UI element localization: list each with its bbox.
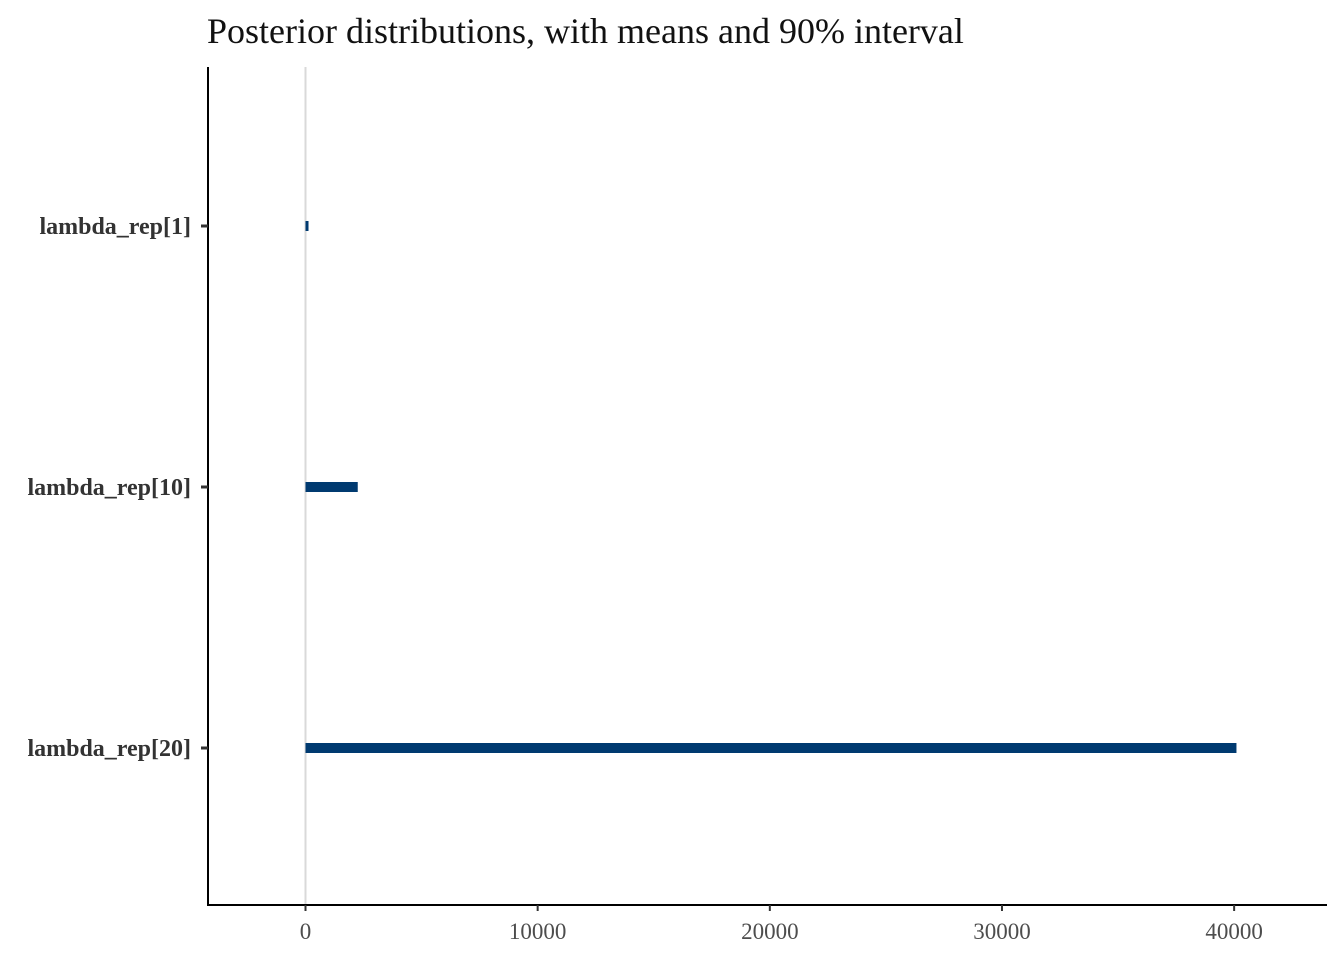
y-tick-label: lambda_rep[20] xyxy=(27,736,191,762)
x-axis-ticks: 0 10000 20000 30000 40000 xyxy=(300,905,1263,944)
interval-bar xyxy=(305,743,1237,753)
x-tick-label: 20000 xyxy=(741,919,799,944)
x-tick-label: 0 xyxy=(300,919,312,944)
y-axis-labels: lambda_rep[1] lambda_rep[10] lambda_rep[20… xyxy=(27,214,208,762)
x-tick-label: 40000 xyxy=(1205,919,1263,944)
x-tick-label: 30000 xyxy=(973,919,1031,944)
y-tick-label: lambda_rep[10] xyxy=(27,475,191,501)
y-tick-label: lambda_rep[1] xyxy=(39,214,191,240)
chart-title: Posterior distributions, with means and … xyxy=(207,11,964,51)
interval-bar xyxy=(305,221,309,231)
interval-layer xyxy=(305,221,1237,753)
x-tick-label: 10000 xyxy=(509,919,567,944)
interval-bar xyxy=(305,482,358,492)
